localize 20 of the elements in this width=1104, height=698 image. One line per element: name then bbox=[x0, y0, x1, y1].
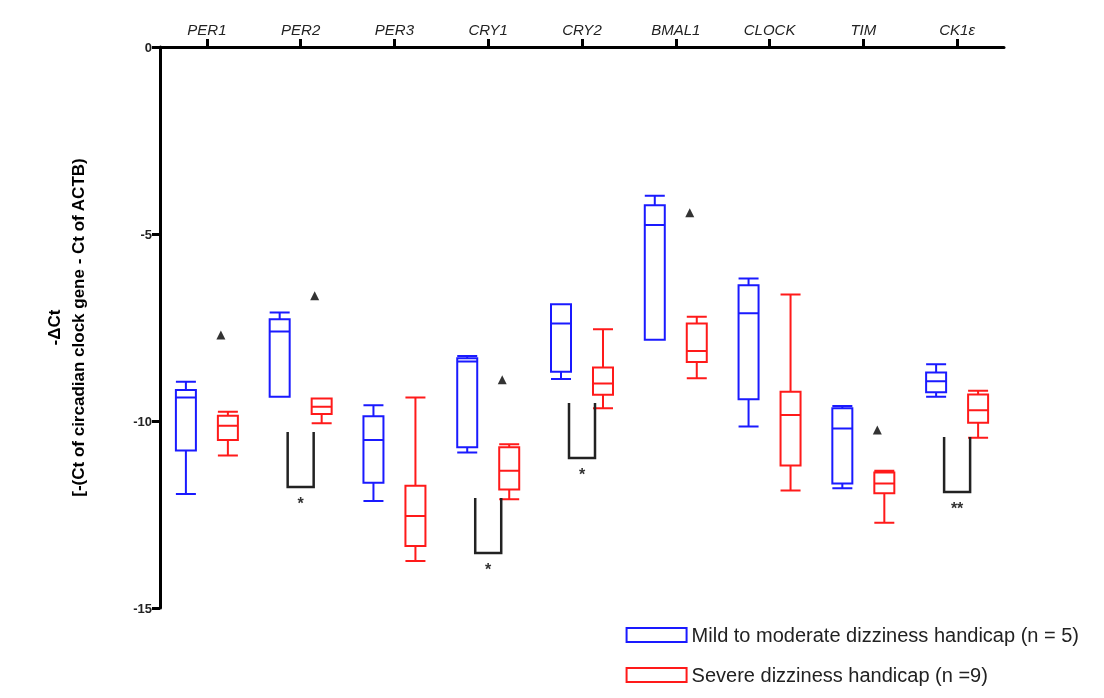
x-tick-label: CRY2 bbox=[562, 21, 603, 38]
x-tick-label: PER2 bbox=[281, 21, 321, 38]
x-tick-label: CK1ε bbox=[939, 21, 976, 38]
y-tick-label: 0 bbox=[144, 39, 152, 55]
y-tick-label: -5 bbox=[140, 226, 152, 242]
legend-label: Severe dizziness handicap (n =9) bbox=[691, 664, 988, 686]
annotation: ** bbox=[950, 499, 965, 517]
x-tick-label: CLOCK bbox=[743, 21, 797, 38]
annotation: * bbox=[578, 465, 586, 483]
y-tick-label: -15 bbox=[133, 600, 152, 616]
annotation: * bbox=[297, 494, 305, 512]
x-tick-label: PER3 bbox=[374, 21, 415, 38]
x-tick-label: PER1 bbox=[187, 21, 227, 38]
legend-label: Mild to moderate dizziness handicap (n = 5) bbox=[691, 624, 1079, 646]
x-tick-label: CRY1 bbox=[468, 21, 508, 38]
x-tick-label: TIM bbox=[850, 21, 877, 38]
y-axis-title: -ΔCt [-(Ct of circadian clock gene - Ct of ACTB) bbox=[44, 158, 88, 497]
y-tick-label: -10 bbox=[133, 413, 152, 429]
annotation: * bbox=[485, 560, 493, 578]
x-tick-label: BMAL1 bbox=[651, 21, 701, 38]
